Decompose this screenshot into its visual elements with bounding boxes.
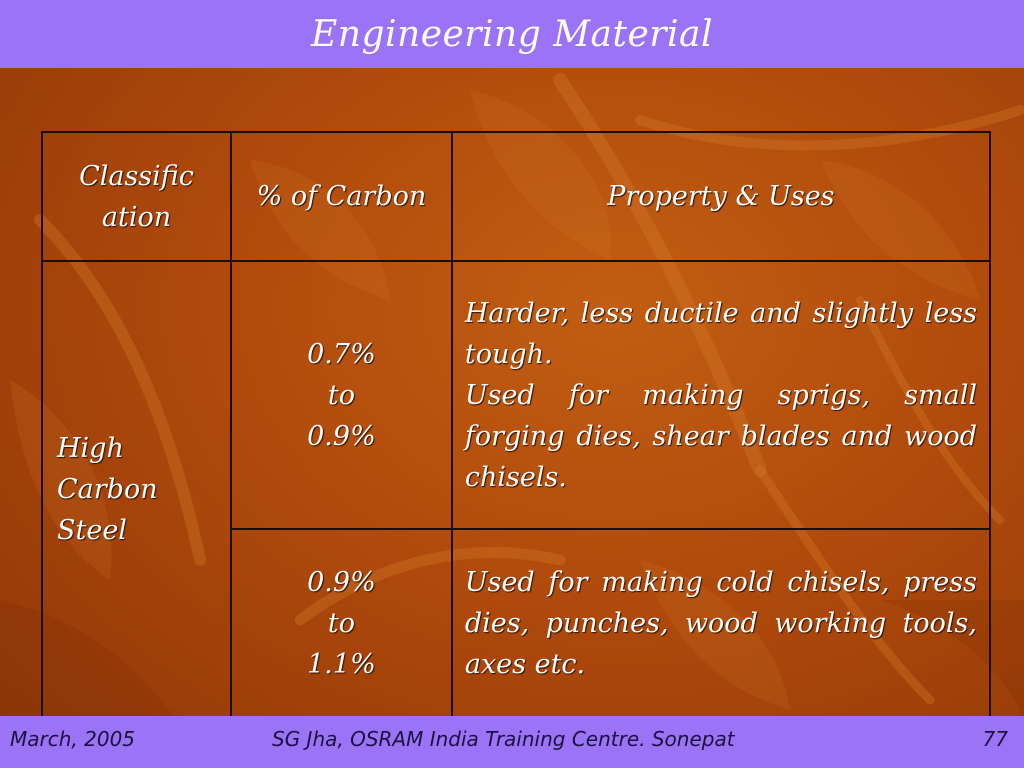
- table-row: High Carbon Steel 0.7% to 0.9% Harder, l…: [40, 260, 992, 718]
- property-cell: Harder, less ductile and slightly less t…: [450, 260, 992, 530]
- page-number: 77: [982, 727, 1008, 751]
- classification-line-3: Steel: [57, 514, 127, 546]
- classification-cell: High Carbon Steel: [40, 260, 233, 718]
- footer-presenter: SG Jha, OSRAM India Training Centre. Son…: [272, 727, 735, 751]
- property-line: Used for making sprigs, small forging di…: [464, 379, 977, 493]
- title-bar: Engineering Material: [0, 0, 1024, 68]
- classification-line-1: High: [57, 432, 124, 464]
- header-classification-line-1: Classific: [79, 160, 194, 192]
- table-header-row: Classific ation % of Carbon Property & U…: [40, 131, 992, 262]
- footer-bar: March, 2005 SG Jha, OSRAM India Training…: [0, 716, 1024, 768]
- carbon-to: 0.9%: [307, 420, 376, 452]
- table-row: 0.9% to 1.1% Used for making cold chisel…: [42, 528, 992, 718]
- header-property: Property & Uses: [450, 131, 992, 262]
- carbon-to-word: to: [327, 607, 355, 639]
- carbon-from: 0.7%: [307, 338, 376, 370]
- footer-date: March, 2005: [10, 727, 136, 751]
- property-line: Used for making cold chisels, press dies…: [464, 566, 977, 680]
- header-classification-line-2: ation: [101, 201, 172, 233]
- carbon-to-word: to: [327, 379, 355, 411]
- material-table: Classific ation % of Carbon Property & U…: [40, 131, 992, 718]
- header-carbon: % of Carbon: [230, 131, 453, 262]
- classification-line-2: Carbon: [57, 473, 158, 505]
- carbon-cell: 0.7% to 0.9%: [230, 260, 453, 530]
- carbon-from: 0.9%: [307, 566, 376, 598]
- property-cell: Used for making cold chisels, press dies…: [450, 528, 992, 718]
- slide-title: Engineering Material: [310, 13, 713, 55]
- carbon-to: 1.1%: [307, 648, 376, 680]
- header-classification: Classific ation: [40, 131, 233, 262]
- carbon-cell: 0.9% to 1.1%: [230, 528, 453, 718]
- property-line: Harder, less ductile and slightly less t…: [464, 297, 977, 370]
